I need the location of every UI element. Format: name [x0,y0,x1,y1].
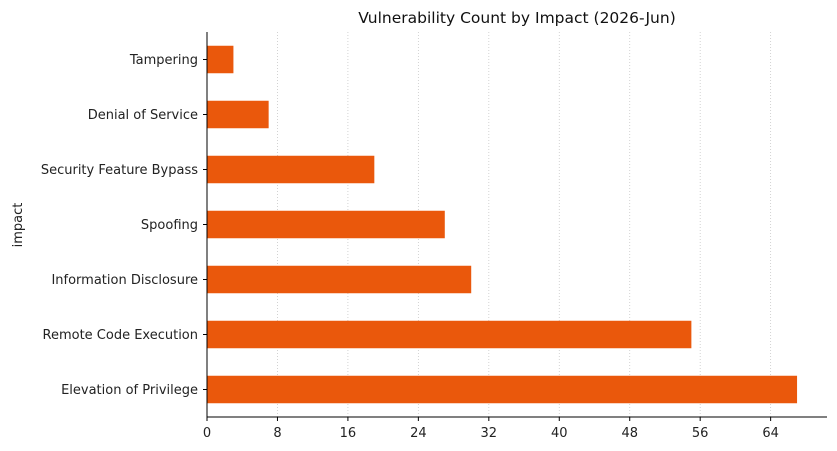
y-tick-label: Security Feature Bypass [41,163,198,178]
x-tick-label: 48 [621,426,638,441]
x-tick-label: 56 [692,426,709,441]
x-tick-label: 32 [481,426,498,441]
y-tick-label: Denial of Service [88,108,198,123]
y-tick-label: Tampering [129,53,198,68]
x-tick-label: 8 [273,426,281,441]
y-tick-label: Elevation of Privilege [61,383,198,398]
x-tick-label: 40 [551,426,568,441]
x-tick-label: 0 [203,426,211,441]
bar [207,155,375,184]
y-tick-label: Spoofing [141,218,198,233]
x-tick-labels: 0 8 16 24 32 40 48 56 64 [203,417,779,441]
bar [207,265,472,294]
y-axis-label: impact [11,203,26,248]
y-tick-label: Information Disclosure [51,273,198,288]
bar [207,320,692,349]
bar [207,210,445,239]
y-tick-label: Remote Code Execution [43,328,199,343]
bar [207,45,234,74]
x-tick-label: 24 [410,426,427,441]
bar [207,100,269,129]
bar [207,375,798,404]
chart-title: Vulnerability Count by Impact (2026-Jun) [358,9,676,27]
bars [207,45,798,404]
x-tick-label: 64 [762,426,779,441]
x-tick-label: 16 [340,426,357,441]
y-tick-labels: Elevation of Privilege Remote Code Execut… [41,53,207,398]
